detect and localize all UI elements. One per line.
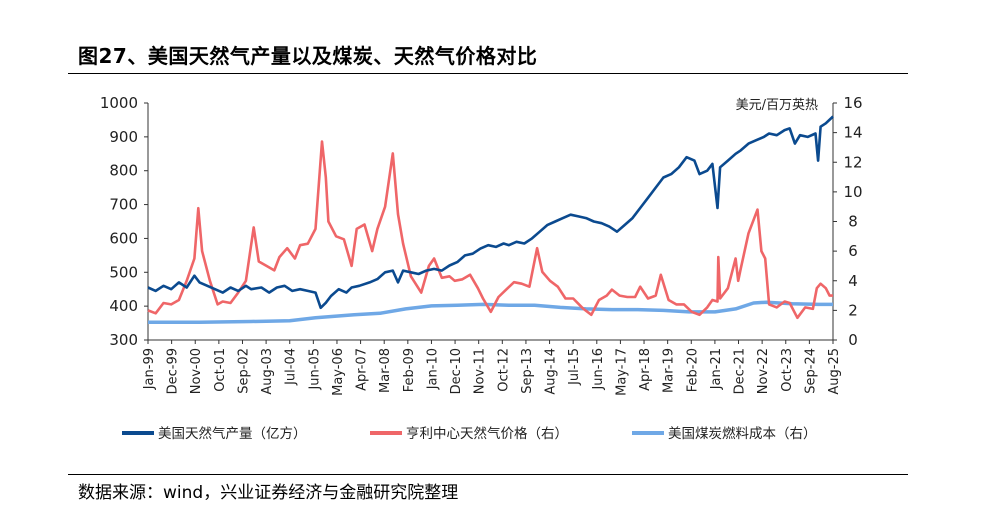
left-tick-label: 300 — [109, 331, 138, 349]
x-tick-label: Jan-21 — [709, 348, 724, 390]
x-tick-label: Jun-05 — [307, 348, 322, 391]
x-tick-label: May-06 — [331, 348, 346, 396]
x-tick-label: Jan-10 — [425, 348, 440, 390]
right-tick-label: 6 — [848, 242, 858, 260]
x-tick-label: Mar-08 — [378, 348, 393, 393]
left-tick-label: 1000 — [100, 94, 138, 112]
right-tick-label: 8 — [848, 213, 858, 231]
source-divider — [68, 474, 908, 475]
left-tick-label: 500 — [109, 263, 138, 281]
x-tick-label: Oct-01 — [213, 348, 228, 392]
x-tick-label: Sep-13 — [520, 348, 535, 394]
x-tick-label: Aug-25 — [827, 348, 842, 395]
x-tick-label: Mar-19 — [662, 348, 677, 393]
x-tick-label: Nov-00 — [189, 348, 204, 394]
series-line-2 — [148, 300, 833, 324]
series-line-1 — [147, 140, 833, 320]
x-tick-label: Sep-02 — [236, 348, 251, 394]
series-line-0 — [147, 115, 834, 310]
x-tick-label: Nov-22 — [756, 348, 771, 394]
title-divider — [68, 73, 908, 74]
x-tick-label: Jul-04 — [284, 348, 299, 386]
legend-label-1: 亨利中心天然气价格（右） — [406, 425, 568, 442]
x-tick-label: Nov-11 — [473, 348, 488, 394]
chart-title: 图27、美国天然气产量以及煤炭、天然气价格对比 — [78, 44, 538, 68]
x-tick-label: Feb-09 — [402, 348, 417, 392]
right-tick-label: 10 — [843, 183, 862, 201]
right-tick-label: 2 — [848, 301, 858, 319]
legend-label-0: 美国天然气产量（亿方） — [158, 425, 307, 442]
x-tick-label: Sep-24 — [803, 348, 818, 394]
right-tick-label: 14 — [843, 124, 862, 142]
x-tick-label: Apr-07 — [355, 348, 370, 391]
x-tick-label: Feb-20 — [685, 348, 700, 392]
x-tick-label: Jul-15 — [567, 348, 582, 386]
left-tick-label: 600 — [109, 229, 138, 247]
x-tick-label: Jan-99 — [142, 348, 157, 390]
x-tick-label: Oct-23 — [780, 348, 795, 392]
left-tick-label: 900 — [109, 128, 138, 146]
x-tick-label: Aug-03 — [260, 348, 275, 395]
x-tick-label: Dec-21 — [733, 348, 748, 394]
x-tick-label: Oct-12 — [496, 348, 511, 392]
legend-label-2: 美国煤炭燃料成本（右） — [668, 425, 817, 442]
x-tick-label: Aug-14 — [544, 348, 559, 395]
x-tick-label: May-17 — [614, 348, 629, 396]
right-tick-label: 16 — [843, 94, 862, 112]
left-tick-label: 700 — [109, 196, 138, 214]
x-tick-label: Jun-16 — [591, 348, 606, 391]
right-tick-label: 4 — [848, 272, 858, 290]
right-tick-label: 12 — [843, 153, 862, 171]
x-tick-label: Dec-99 — [166, 348, 181, 394]
right-tick-label: 0 — [848, 331, 858, 349]
right-axis-unit: 美元/百万英热 — [736, 98, 818, 113]
x-tick-label: Dec-10 — [449, 348, 464, 394]
left-tick-label: 800 — [109, 162, 138, 180]
x-tick-label: Apr-18 — [638, 348, 653, 391]
source-note: 数据来源：wind，兴业证券经济与金融研究院整理 — [78, 483, 459, 503]
left-tick-label: 400 — [109, 297, 138, 315]
